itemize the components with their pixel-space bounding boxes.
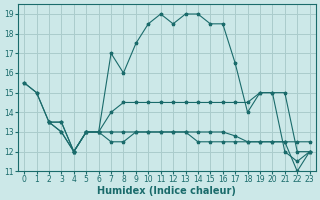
X-axis label: Humidex (Indice chaleur): Humidex (Indice chaleur): [98, 186, 236, 196]
